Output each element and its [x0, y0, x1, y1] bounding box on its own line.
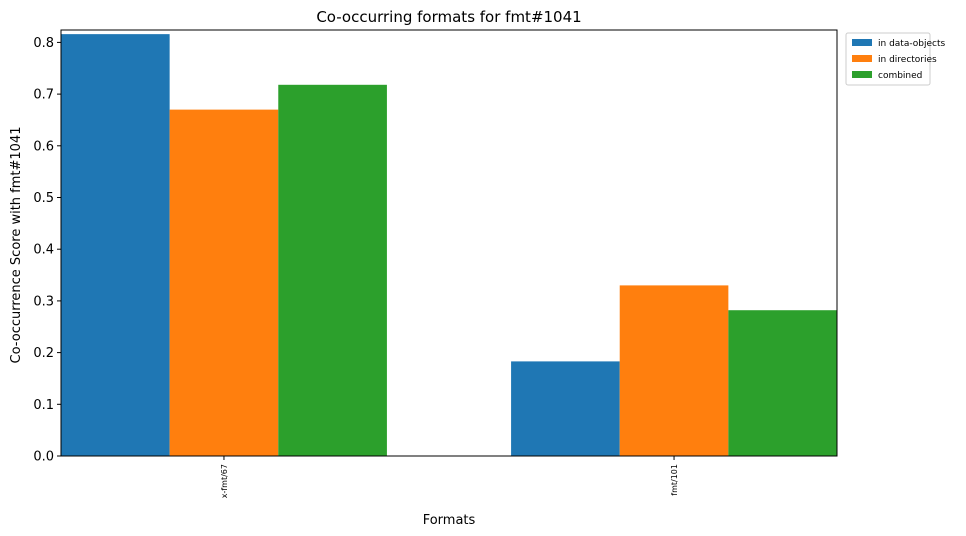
bar-in-directories-x-fmt-67: [169, 109, 279, 456]
y-tick-label: 0.3: [33, 294, 54, 309]
y-tick-label: 0.8: [33, 36, 54, 51]
legend-label: combined: [878, 71, 922, 81]
bar-in-data-objects-x-fmt-67: [61, 34, 170, 456]
bar-combined-fmt-101: [728, 310, 837, 456]
x-tick-label: fmt/101: [670, 464, 679, 496]
y-axis: 0.0 0.1 0.2 0.3 0.4 0.5 0.6 0.7 0.8: [33, 36, 61, 465]
legend-swatch: [852, 55, 872, 62]
y-tick-label: 0.6: [33, 139, 54, 154]
y-tick-label: 0.1: [33, 398, 54, 413]
legend-swatch: [852, 71, 872, 78]
legend-label: in directories: [878, 55, 937, 65]
y-axis-label: Co-occurrence Score with fmt#1041: [9, 127, 24, 364]
x-axis: x-fmt/67 fmt/101: [220, 456, 679, 498]
y-tick-label: 0.2: [33, 346, 54, 361]
plot-frame: [60, 29, 838, 457]
bar-combined-x-fmt-67: [278, 84, 387, 457]
x-tick-label: x-fmt/67: [220, 464, 229, 498]
legend-label: in data-objects: [878, 39, 945, 49]
y-tick-label: 0.5: [33, 191, 54, 206]
bars-layer: [61, 34, 837, 457]
bar-in-data-objects-fmt-101: [511, 361, 620, 456]
y-tick-label: 0.7: [33, 88, 54, 103]
legend-swatch: [852, 39, 872, 46]
y-tick-label: 0.4: [33, 243, 54, 258]
x-axis-label: Formats: [423, 513, 476, 528]
bar-in-directories-fmt-101: [619, 285, 729, 456]
chart-title: Co-occurring formats for fmt#1041: [316, 8, 581, 26]
y-tick-label: 0.0: [33, 450, 54, 465]
legend: in data-objects in directories combined: [845, 32, 945, 86]
